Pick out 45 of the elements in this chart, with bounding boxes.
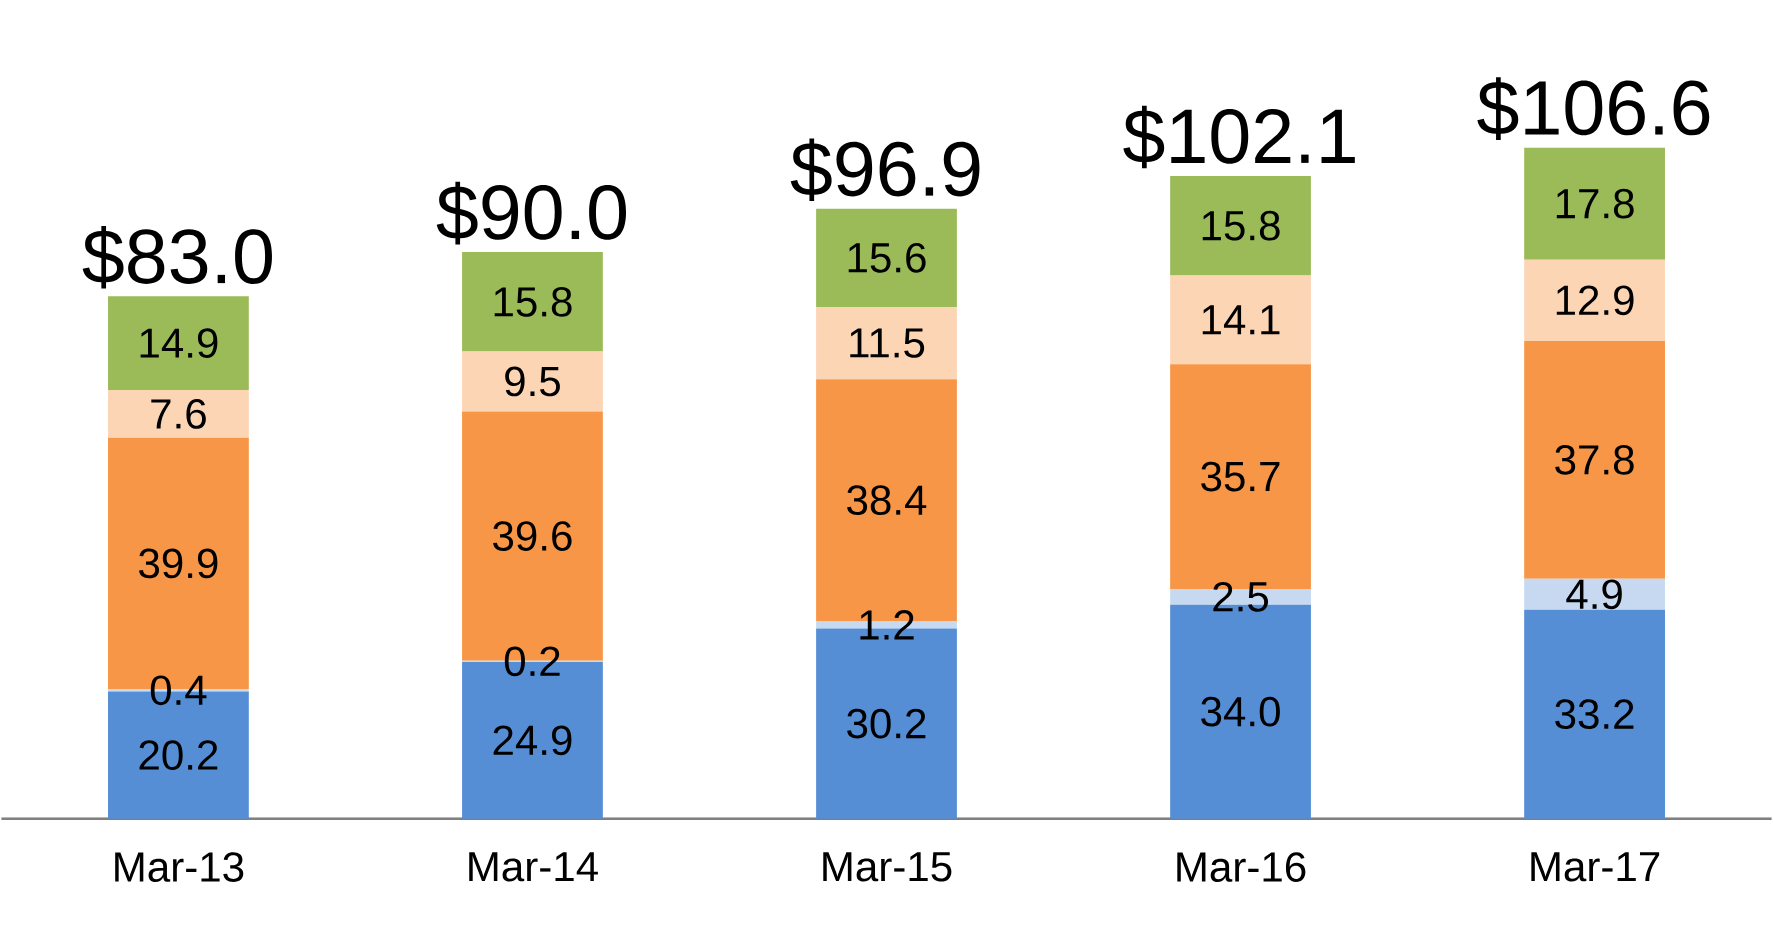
data-label: 12.9 [1556,285,1634,316]
data-label: 11.5 [850,328,925,359]
data-label: 30.2 [847,708,926,739]
total-label: $90.0 [436,182,626,245]
bar [1524,341,1665,580]
data-label: 34.0 [1201,697,1280,727]
total-label: $96.9 [790,138,980,202]
total-label: $83.0 [82,226,272,289]
x-tick-label: Mar-13 [115,852,244,883]
data-label: 38.4 [847,485,927,516]
x-tick-label: Mar-17 [1531,852,1660,882]
data-label: 14.9 [140,328,218,359]
data-label: 9.5 [505,366,560,397]
bar [1524,579,1665,610]
x-tick-label: Mar-16 [1177,852,1306,883]
data-label: 15.6 [848,243,926,273]
data-label: 35.7 [1201,461,1280,492]
data-label: 15.8 [494,287,572,317]
data-label: 24.9 [493,725,572,756]
data-label: 20.2 [139,740,218,771]
bar [462,351,603,412]
bar [462,252,603,352]
x-tick-label: Mar-14 [469,852,598,882]
total-label: $106.6 [1477,77,1710,141]
bar [1170,176,1311,276]
data-label: 15.8 [1202,211,1280,241]
bar [1524,147,1665,260]
data-label: 4.9 [1566,579,1622,610]
bar [816,307,957,380]
data-label: 14.1 [1202,305,1280,335]
bar [816,208,957,308]
data-label: 33.2 [1555,699,1634,730]
data-label: 2.5 [1213,582,1269,612]
data-label: 37.8 [1555,445,1634,475]
bar [1170,275,1311,365]
x-tick-label: Mar-15 [823,852,952,882]
bar [1524,259,1665,342]
bar [108,296,249,391]
data-label: 39.9 [139,548,218,579]
data-label: 39.6 [493,521,572,552]
bar [1524,609,1665,819]
total-label: $102.1 [1123,105,1355,169]
data-label: 7.6 [151,399,206,430]
bar [108,390,249,439]
data-label: 17.8 [1556,189,1634,219]
